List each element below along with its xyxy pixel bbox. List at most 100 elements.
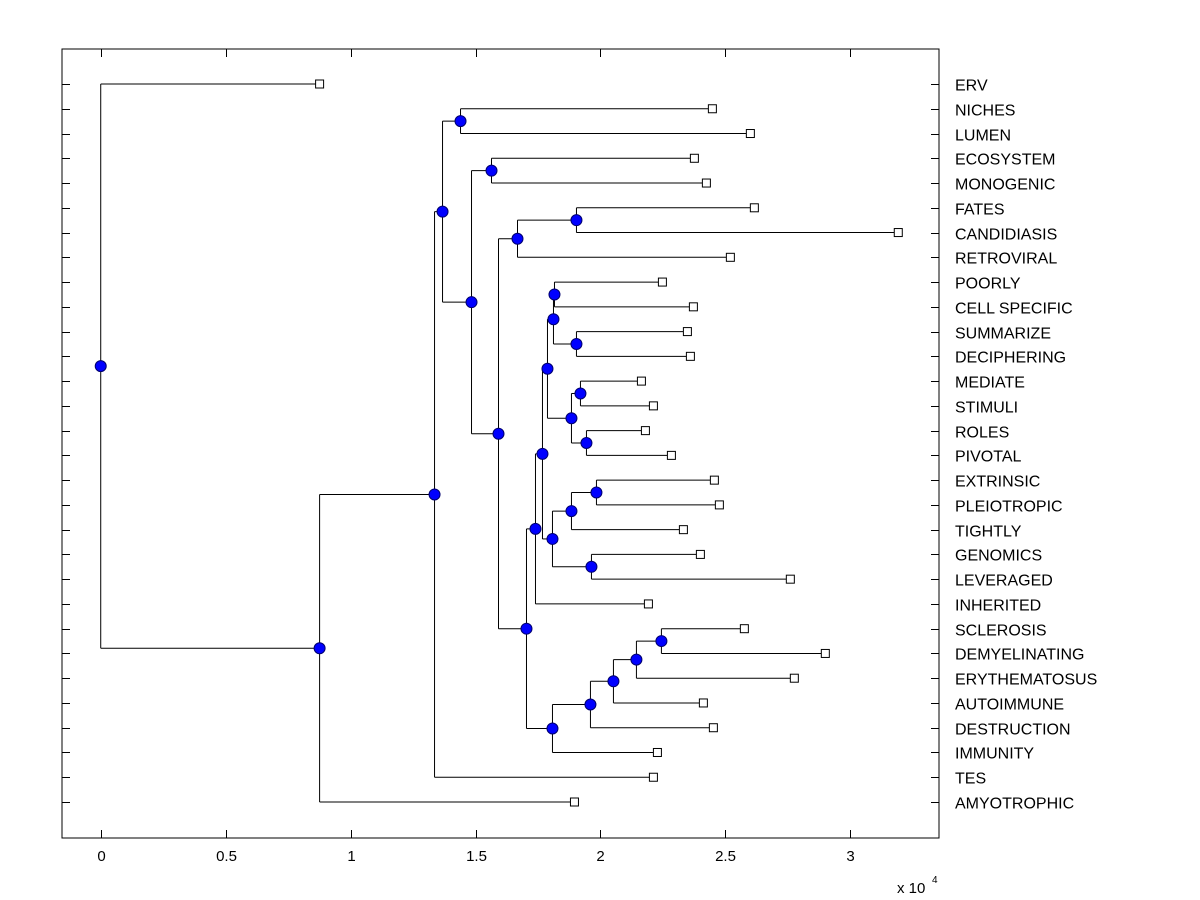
leaf-marker — [893, 228, 903, 238]
internal-node-marker — [454, 115, 467, 128]
leaf-marker — [636, 376, 646, 386]
x-axis-ticks: 0 0.5 1 1.5 2 2.5 3 — [97, 49, 855, 865]
leaf-label: PIVOTAL — [955, 449, 1021, 466]
leaf-label: DECIPHERING — [955, 350, 1066, 367]
leaf-label: DESTRUCTION — [955, 722, 1071, 739]
internal-node-marker — [548, 288, 561, 301]
leaf-label: TES — [955, 771, 986, 788]
leaf-marker — [688, 302, 698, 312]
leaf-marker — [695, 549, 705, 559]
x-tick-label: 0.5 — [216, 848, 237, 865]
internal-node-marker — [520, 622, 533, 635]
internal-node-markers — [94, 115, 668, 735]
internal-node-marker — [547, 313, 560, 326]
internal-node-marker — [565, 412, 578, 425]
leaf-label: MONOGENIC — [955, 177, 1055, 194]
leaf-label: RETROVIRAL — [955, 251, 1057, 268]
leaf-marker — [685, 351, 695, 361]
internal-node-marker — [546, 532, 559, 545]
internal-node-marker — [580, 437, 593, 449]
leaf-marker — [648, 772, 658, 782]
leaf-label: CANDIDIASIS — [955, 227, 1057, 244]
leaf-label: DEMYELINATING — [955, 647, 1085, 664]
internal-node-marker — [655, 635, 668, 648]
leaf-marker — [678, 525, 688, 535]
internal-node-marker — [585, 560, 598, 573]
leaf-marker — [725, 252, 735, 262]
leaf-label: IMMUNITY — [955, 746, 1034, 763]
leaf-marker — [643, 599, 653, 609]
internal-node-marker — [570, 337, 583, 350]
leaf-marker — [789, 673, 799, 683]
leaf-marker — [657, 277, 667, 287]
internal-node-marker — [94, 360, 107, 373]
x-tick-label: 0 — [97, 848, 105, 865]
leaf-label: NICHES — [955, 103, 1015, 120]
dendrogram-branches — [100, 83, 899, 803]
leaf-label: TIGHTLY — [955, 524, 1022, 541]
leaf-label: ROLES — [955, 425, 1009, 442]
leaf-labels: ERV NICHES LUMEN ECOSYSTEM MONOGENIC FATES CAN… — [955, 78, 1097, 813]
leaf-label: ERV — [955, 78, 988, 95]
leaf-label: CELL SPECIFIC — [955, 301, 1073, 318]
internal-node-marker — [485, 164, 498, 177]
internal-node-marker — [584, 698, 597, 711]
x-multiplier-label: x 10 — [897, 880, 925, 897]
internal-node-marker — [590, 486, 603, 499]
leaf-marker — [714, 500, 724, 510]
x-tick-label: 1.5 — [466, 848, 487, 865]
leaf-marker — [682, 327, 692, 337]
leaf-marker — [652, 747, 662, 757]
leaf-marker — [698, 698, 708, 708]
leaf-label: ERYTHEMATOSUS — [955, 672, 1097, 689]
internal-node-marker — [607, 675, 620, 688]
internal-node-marker — [574, 387, 587, 400]
internal-node-marker — [465, 296, 478, 309]
leaf-label: AMYOTROPHIC — [955, 796, 1074, 813]
leaf-marker — [666, 450, 676, 460]
leaf-label: ECOSYSTEM — [955, 152, 1055, 169]
leaf-marker — [315, 79, 325, 89]
leaf-label: INHERITED — [955, 598, 1041, 615]
leaf-marker — [689, 153, 699, 163]
leaf-marker — [785, 574, 795, 584]
leaf-label: POORLY — [955, 276, 1021, 293]
x-tick-label: 3 — [846, 848, 854, 865]
leaf-marker — [739, 624, 749, 634]
internal-node-marker — [546, 722, 559, 735]
leaf-marker — [648, 401, 658, 411]
internal-node-marker — [313, 642, 326, 655]
leaf-label: PLEIOTROPIC — [955, 499, 1063, 516]
leaf-label: STIMULI — [955, 400, 1018, 417]
leaf-marker — [749, 203, 759, 213]
axes-frame — [61, 48, 940, 839]
leaf-label: GENOMICS — [955, 548, 1042, 565]
x-axis-multiplier: x 10 4 — [897, 875, 938, 897]
leaf-marker — [640, 426, 650, 436]
y-axis-ticks — [62, 84, 939, 803]
leaf-marker — [745, 129, 755, 139]
leaf-label: SUMMARIZE — [955, 326, 1051, 343]
x-tick-label: 2.5 — [715, 848, 736, 865]
plot-frame — [61, 48, 940, 839]
leaf-markers — [315, 79, 903, 807]
leaf-label: EXTRINSIC — [955, 474, 1040, 491]
leaf-marker — [709, 475, 719, 485]
internal-node-marker — [511, 232, 524, 245]
leaf-label: LUMEN — [955, 128, 1011, 145]
internal-node-marker — [428, 488, 441, 501]
x-tick-label: 2 — [596, 848, 604, 865]
leaf-marker — [701, 178, 711, 188]
internal-node-marker — [436, 205, 449, 218]
internal-node-marker — [492, 427, 505, 440]
x-tick-label: 1 — [347, 848, 355, 865]
internal-node-marker — [630, 653, 643, 666]
leaf-marker — [707, 104, 717, 114]
internal-node-marker — [541, 362, 554, 375]
leaf-label: AUTOIMMUNE — [955, 697, 1064, 714]
leaf-label: LEVERAGED — [955, 573, 1053, 590]
leaf-label: MEDIATE — [955, 375, 1025, 392]
internal-node-marker — [536, 447, 549, 460]
leaf-label: FATES — [955, 202, 1005, 219]
leaf-marker — [569, 797, 579, 807]
